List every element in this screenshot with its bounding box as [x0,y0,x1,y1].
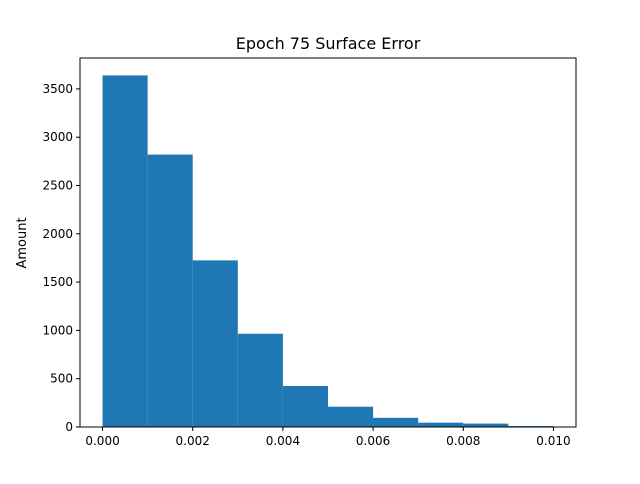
x-tick-label-2: 0.004 [266,434,300,448]
histogram-bar-7 [418,422,464,427]
y-tick-label-5: 2500 [42,179,73,193]
x-tick-label-4: 0.008 [446,434,480,448]
histogram-bar-8 [463,423,509,427]
y-tick-label-1: 500 [50,372,73,386]
y-tick-label-6: 3000 [42,130,73,144]
y-tick-label-4: 2000 [42,227,73,241]
x-axis-ticks: 0.000 0.002 0.004 0.006 0.008 0.010 [85,427,571,448]
x-tick-label-5: 0.010 [536,434,570,448]
y-axis-ticks: 0 500 1000 1500 2000 2500 3000 3500 [42,82,80,434]
y-tick-label-0: 0 [65,420,73,434]
histogram-bar-6 [373,417,419,427]
x-tick-label-1: 0.002 [176,434,210,448]
x-tick-label-0: 0.000 [85,434,119,448]
y-tick-label-3: 1500 [42,275,73,289]
histogram-bar-4 [282,385,328,427]
y-tick-label-7: 3500 [42,82,73,96]
y-tick-label-2: 1000 [42,323,73,337]
histogram-bars [102,75,554,427]
histogram-bar-0 [102,75,148,427]
histogram-bar-3 [237,333,283,427]
histogram-bar-5 [328,406,374,427]
histogram-bar-1 [147,154,193,427]
chart-title: Epoch 75 Surface Error [236,34,421,53]
histogram-bar-2 [192,260,238,427]
y-axis-label: Amount [15,217,30,268]
x-tick-label-3: 0.006 [356,434,390,448]
plot-frame [79,57,577,428]
